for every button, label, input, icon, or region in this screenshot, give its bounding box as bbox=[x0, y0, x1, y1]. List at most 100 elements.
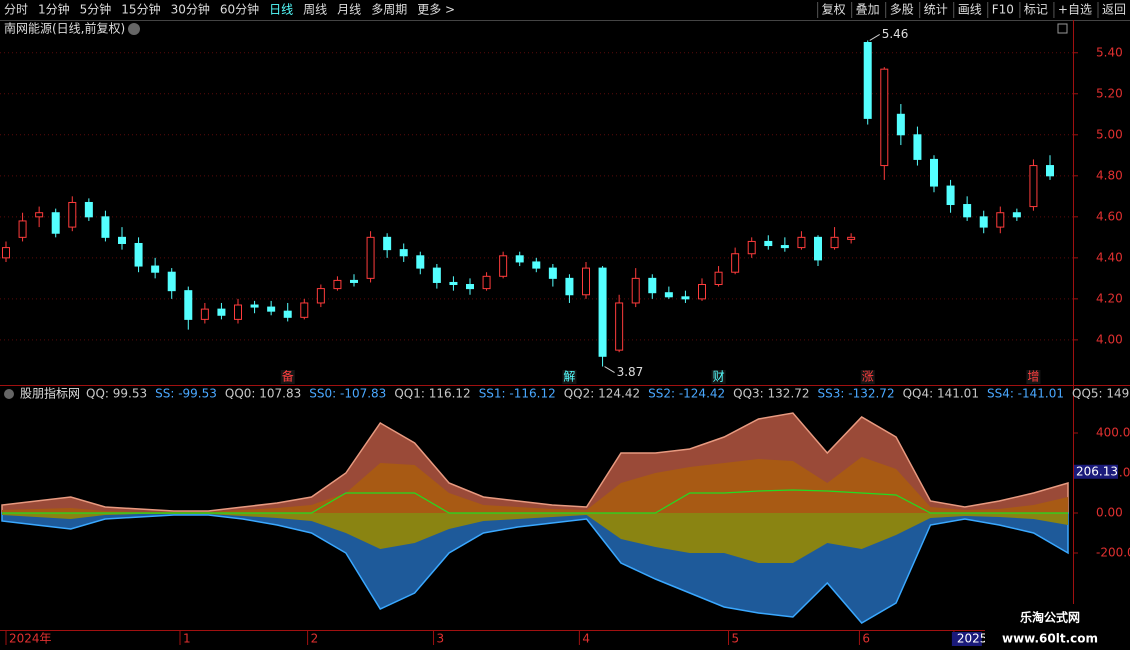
toolbar-button[interactable]: 15分钟 bbox=[121, 2, 160, 17]
extreme-pointer bbox=[869, 34, 880, 41]
x-tick-label: 3 bbox=[437, 632, 445, 646]
y-tick-label: 5.20 bbox=[1096, 86, 1123, 100]
y-tick-label: 4.20 bbox=[1096, 291, 1123, 305]
toolbar-button[interactable]: 60分钟 bbox=[220, 2, 259, 17]
candle-body bbox=[68, 201, 77, 228]
candle-body bbox=[350, 279, 358, 283]
event-label[interactable]: 财 bbox=[713, 370, 725, 384]
toolbar-button[interactable]: 标记 bbox=[1024, 3, 1048, 17]
candle-body bbox=[598, 267, 607, 357]
candle-body bbox=[250, 304, 259, 308]
candle-body bbox=[35, 212, 44, 218]
toolbar-button[interactable]: 30分钟 bbox=[171, 2, 210, 17]
watermark-bg bbox=[985, 604, 1130, 650]
y-tick-label: 5.40 bbox=[1096, 45, 1123, 59]
x-tick-label: 1 bbox=[183, 632, 191, 646]
toolbar-button[interactable]: 返回 bbox=[1102, 3, 1126, 17]
signal-line bbox=[2, 489, 1068, 514]
candle-body bbox=[797, 236, 806, 249]
candle-body bbox=[814, 236, 822, 261]
y-tick-label: -200.0 bbox=[1096, 546, 1130, 560]
candle-body bbox=[416, 255, 425, 269]
readout: QQ: 99.53 bbox=[86, 387, 147, 401]
event-badge bbox=[280, 370, 295, 384]
price-title: 南网能源(日线,前复权) bbox=[4, 21, 125, 36]
toolbar-button[interactable]: 更多 > bbox=[417, 3, 455, 17]
candle-body bbox=[930, 158, 938, 187]
candle-body bbox=[731, 253, 740, 273]
ss-area bbox=[2, 513, 1068, 563]
candle-body bbox=[896, 113, 905, 136]
candle-body bbox=[134, 242, 143, 267]
candle-body bbox=[714, 271, 723, 286]
readout: SS3: -132.72 bbox=[818, 387, 895, 401]
candle-body bbox=[548, 267, 557, 279]
candle-body bbox=[1012, 212, 1021, 218]
event-badge bbox=[1026, 370, 1041, 384]
candle-body bbox=[996, 212, 1005, 228]
candle-body bbox=[664, 292, 673, 298]
readout: QQ3: 132.72 bbox=[733, 387, 809, 401]
event-badge bbox=[562, 370, 577, 384]
toolbar-button[interactable]: 5分钟 bbox=[80, 2, 112, 17]
toolbar-button[interactable]: 分时 bbox=[4, 3, 28, 17]
candle-body bbox=[51, 212, 60, 234]
candle-body bbox=[449, 281, 458, 286]
readout: QQ5: 149.31 bbox=[1072, 387, 1130, 401]
dropdown-icon[interactable] bbox=[128, 23, 140, 35]
toolbar-button[interactable]: 多股 bbox=[890, 3, 914, 17]
panel-button[interactable] bbox=[1057, 23, 1068, 34]
toolbar-button[interactable]: 画线 bbox=[958, 3, 982, 17]
y-tick-label: 4.80 bbox=[1096, 168, 1123, 182]
toolbar-button[interactable]: 叠加 bbox=[856, 3, 880, 17]
dropdown-icon[interactable] bbox=[4, 389, 14, 399]
x-tick-label: 2 bbox=[311, 632, 319, 646]
event-label[interactable]: 解 bbox=[563, 370, 575, 384]
readout: QQ2: 124.42 bbox=[564, 387, 640, 401]
event-label[interactable]: 增 bbox=[1027, 370, 1039, 384]
toolbar-button[interactable]: 复权 bbox=[822, 3, 846, 17]
candle-body bbox=[466, 284, 474, 290]
candle-body bbox=[880, 68, 889, 167]
readout: QQ1: 116.12 bbox=[394, 387, 470, 401]
extreme-label: 5.46 bbox=[882, 27, 909, 41]
y-tick-label: 4.00 bbox=[1096, 332, 1123, 346]
readout: SS2: -124.42 bbox=[648, 387, 725, 401]
candle-body bbox=[267, 306, 276, 312]
candle-body bbox=[1046, 165, 1054, 177]
toolbar-button[interactable]: 周线 bbox=[303, 3, 327, 17]
candle-body bbox=[118, 236, 126, 244]
candle-body bbox=[681, 296, 690, 300]
event-label[interactable]: 涨 bbox=[862, 369, 874, 384]
candle-body bbox=[18, 220, 27, 238]
event-badge bbox=[860, 370, 875, 384]
candle-body bbox=[167, 271, 176, 292]
candle-body bbox=[482, 275, 491, 290]
toolbar-button[interactable]: 1分钟 bbox=[38, 2, 70, 17]
y-tick-label: 4.40 bbox=[1096, 250, 1123, 264]
candle-body bbox=[863, 42, 872, 119]
indicator-title: 股朋指标网 bbox=[20, 386, 80, 401]
y-tick-label: 400.0 bbox=[1096, 426, 1130, 440]
readout: SS0: -107.83 bbox=[309, 387, 386, 401]
toolbar-button[interactable]: 统计 bbox=[924, 3, 948, 17]
candle-body bbox=[184, 290, 193, 320]
event-label[interactable]: 备 bbox=[282, 370, 294, 384]
readout: QQ4: 141.01 bbox=[903, 387, 979, 401]
current-value-box bbox=[1074, 464, 1118, 479]
candle-body bbox=[615, 302, 624, 351]
candle-body bbox=[234, 304, 242, 320]
toolbar-button[interactable]: +自选 bbox=[1058, 3, 1092, 17]
toolbar-button[interactable]: 月线 bbox=[337, 3, 361, 17]
candle-body bbox=[432, 267, 441, 283]
toolbar-button[interactable]: F10 bbox=[992, 3, 1014, 17]
qq-area bbox=[2, 457, 1068, 513]
x-tick-label: 6 bbox=[862, 632, 870, 646]
candle-body bbox=[631, 277, 640, 304]
candle-body bbox=[582, 267, 590, 296]
toolbar-button[interactable]: 多周期 bbox=[371, 3, 407, 17]
watermark-url: www.60lt.com bbox=[1002, 632, 1098, 646]
extreme-label: 3.87 bbox=[617, 365, 644, 379]
toolbar-button[interactable]: 日线 bbox=[269, 3, 293, 17]
